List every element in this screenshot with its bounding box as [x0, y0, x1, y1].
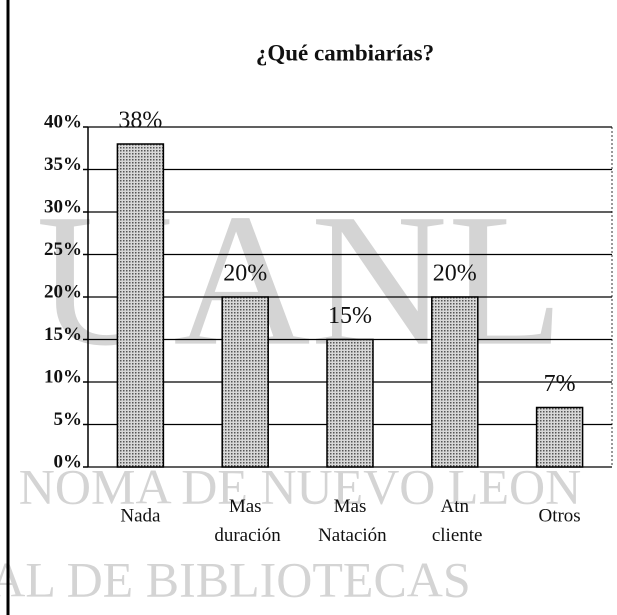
- bar: [431, 296, 479, 468]
- x-tick-label: Mas Natación: [313, 496, 387, 546]
- y-tick-label: 40%: [44, 111, 82, 132]
- y-tick-label: 10%: [44, 366, 82, 387]
- value-label: 7%: [544, 371, 576, 397]
- y-tick-label: 35%: [44, 154, 82, 175]
- value-label: 20%: [433, 261, 477, 287]
- bar: [326, 338, 374, 468]
- x-tick-label: Otros: [538, 505, 580, 526]
- value-label: 20%: [223, 261, 267, 287]
- bar: [116, 143, 165, 468]
- value-label: 15%: [328, 303, 372, 329]
- x-tick-label: Atn cliente: [427, 496, 482, 546]
- y-tick-label: 5%: [54, 409, 83, 430]
- y-tick-label: 15%: [44, 324, 82, 345]
- x-tick-label: Nada: [120, 505, 161, 526]
- value-label: 38%: [118, 108, 162, 134]
- chart-title: ¿Qué cambiarías?: [256, 40, 434, 65]
- watermark: AL DE BIBLIOTECAS: [0, 551, 471, 607]
- y-tick-label: 20%: [44, 281, 82, 302]
- x-tick-label: Mas duración: [210, 496, 282, 546]
- y-tick-label: 0%: [54, 451, 83, 472]
- y-tick-label: 25%: [44, 239, 82, 260]
- bar: [535, 406, 584, 468]
- bar: [221, 296, 269, 468]
- y-tick-label: 30%: [44, 196, 82, 217]
- watermark: NOMA DE NUEVO LEON: [19, 458, 581, 514]
- watermark: UANL: [36, 176, 564, 386]
